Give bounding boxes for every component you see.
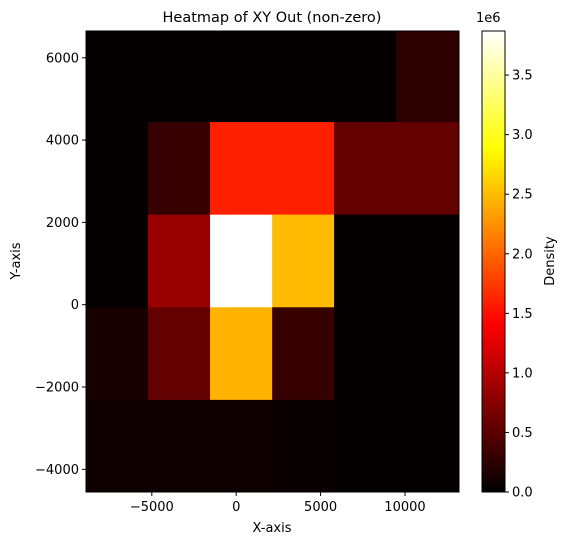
y-tick-label: 6000 xyxy=(46,51,79,66)
heatmap-cell xyxy=(334,31,397,123)
heatmap-cell xyxy=(272,121,335,215)
heatmap-cell xyxy=(272,214,335,308)
colorbar-tick-label: 3.5 xyxy=(512,69,533,84)
heatmap-cell xyxy=(334,121,397,215)
y-tick-label: 4000 xyxy=(46,134,79,149)
colorbar-scale-label: 1e6 xyxy=(476,11,501,26)
heatmap-cell xyxy=(210,214,273,308)
x-tick-label: 10000 xyxy=(384,500,425,515)
colorbar xyxy=(481,30,506,493)
heatmap-cell xyxy=(396,306,460,400)
heatmap-cell xyxy=(210,399,273,493)
colorbar-tick-label: 1.0 xyxy=(512,366,533,381)
heatmap-cell xyxy=(396,399,460,493)
heatmap-cell xyxy=(147,306,211,400)
heatmap-cell xyxy=(334,306,397,400)
colorbar-tick-label: 0.5 xyxy=(512,426,533,441)
x-tick-label: −5000 xyxy=(130,500,174,515)
colorbar-tick-label: 3.0 xyxy=(512,128,533,143)
heatmap-cell xyxy=(86,31,149,123)
colorbar-tick-label: 0.0 xyxy=(512,486,533,501)
y-axis-label: Y-axis xyxy=(9,242,24,280)
heatmap-cell xyxy=(396,121,460,215)
heatmap-cell xyxy=(86,306,149,400)
heatmap-cells xyxy=(86,31,460,493)
heatmap-cell xyxy=(210,121,273,215)
y-axis-ticks: −4000 −2000 0 2000 4000 6000 xyxy=(35,51,86,478)
chart-title: Heatmap of XY Out (non-zero) xyxy=(163,10,382,26)
y-tick-label: −4000 xyxy=(35,463,79,478)
heatmap-cell xyxy=(147,214,211,308)
x-axis-ticks: −5000 0 5000 10000 xyxy=(130,492,426,515)
heatmap-cell xyxy=(210,31,273,123)
x-axis-label: X-axis xyxy=(253,521,292,536)
colorbar-label: Density xyxy=(543,236,558,286)
heatmap-cell xyxy=(147,31,211,123)
heatmap-cell xyxy=(86,214,149,308)
x-tick-label: 5000 xyxy=(304,500,337,515)
heatmap-cell xyxy=(86,399,149,493)
y-tick-label: 0 xyxy=(71,298,79,313)
heatmap-cell xyxy=(334,214,397,308)
heatmap-cell xyxy=(210,306,273,400)
y-tick-label: 2000 xyxy=(46,216,79,231)
y-tick-label: −2000 xyxy=(35,381,79,396)
colorbar-ticks: 0.0 0.5 1.0 1.5 2.0 2.5 3.0 3.5 xyxy=(505,69,533,501)
x-tick-label: 0 xyxy=(232,500,240,515)
heatmap-cell xyxy=(272,399,335,493)
heatmap-cell xyxy=(272,306,335,400)
heatmap-cell xyxy=(396,31,460,123)
colorbar-tick-label: 1.5 xyxy=(512,307,533,322)
heatmap-cell xyxy=(334,399,397,493)
heatmap-cell xyxy=(147,121,211,215)
colorbar-tick-label: 2.0 xyxy=(512,247,533,262)
plot-frame xyxy=(85,30,460,493)
heatmap-cell xyxy=(396,214,460,308)
colorbar-tick-label: 2.5 xyxy=(512,188,533,203)
heatmap-cell xyxy=(272,31,335,123)
heatmap-cell xyxy=(147,399,211,493)
heatmap-cell xyxy=(86,121,149,215)
